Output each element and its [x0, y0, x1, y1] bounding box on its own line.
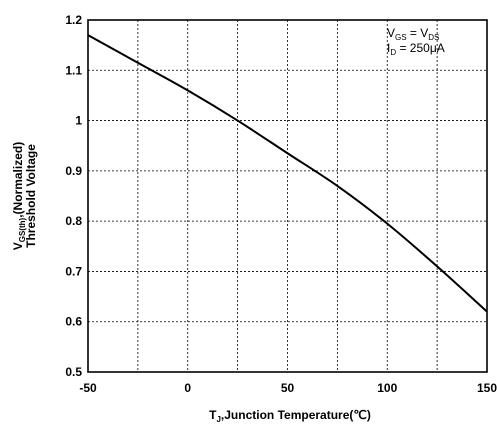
svg-text:VGS(th),(Normalized): VGS(th),(Normalized) — [11, 142, 27, 250]
grid-lines — [88, 20, 487, 372]
y-tick-label: 1.1 — [65, 63, 82, 77]
svg-text:Threshold Voltage: Threshold Voltage — [24, 144, 38, 248]
x-tick-label: 100 — [377, 381, 397, 395]
x-tick-label: 150 — [477, 381, 497, 395]
annotation-vgs-vds: VGS = VDS — [387, 26, 439, 42]
x-axis-label: TJ,Junction Temperature(℃) — [209, 408, 371, 424]
y-tick-label: 0.5 — [65, 365, 82, 379]
y-tick-label: 0.6 — [65, 315, 82, 329]
y-tick-label: 1.2 — [65, 13, 82, 27]
x-tick-label: 50 — [281, 381, 295, 395]
plot-area-frame — [87, 19, 488, 373]
x-axis-ticks: -50 0 50 100 150 — [79, 381, 497, 395]
y-tick-label: 0.9 — [65, 164, 82, 178]
x-tick-label: -50 — [79, 381, 97, 395]
y-tick-label: 0.8 — [65, 214, 82, 228]
y-tick-label: 0.7 — [65, 264, 82, 278]
series-line — [87, 34, 488, 313]
x-tick-label: 0 — [184, 381, 191, 395]
y-axis-ticks: 0.5 0.6 0.7 0.8 0.9 1 1.1 1.2 — [65, 13, 82, 379]
y-tick-label: 1 — [75, 114, 82, 128]
annotation-id: ID = 250μA — [387, 41, 445, 57]
y-axis-label: VGS(th),(Normalized) Threshold Voltage — [11, 142, 38, 250]
